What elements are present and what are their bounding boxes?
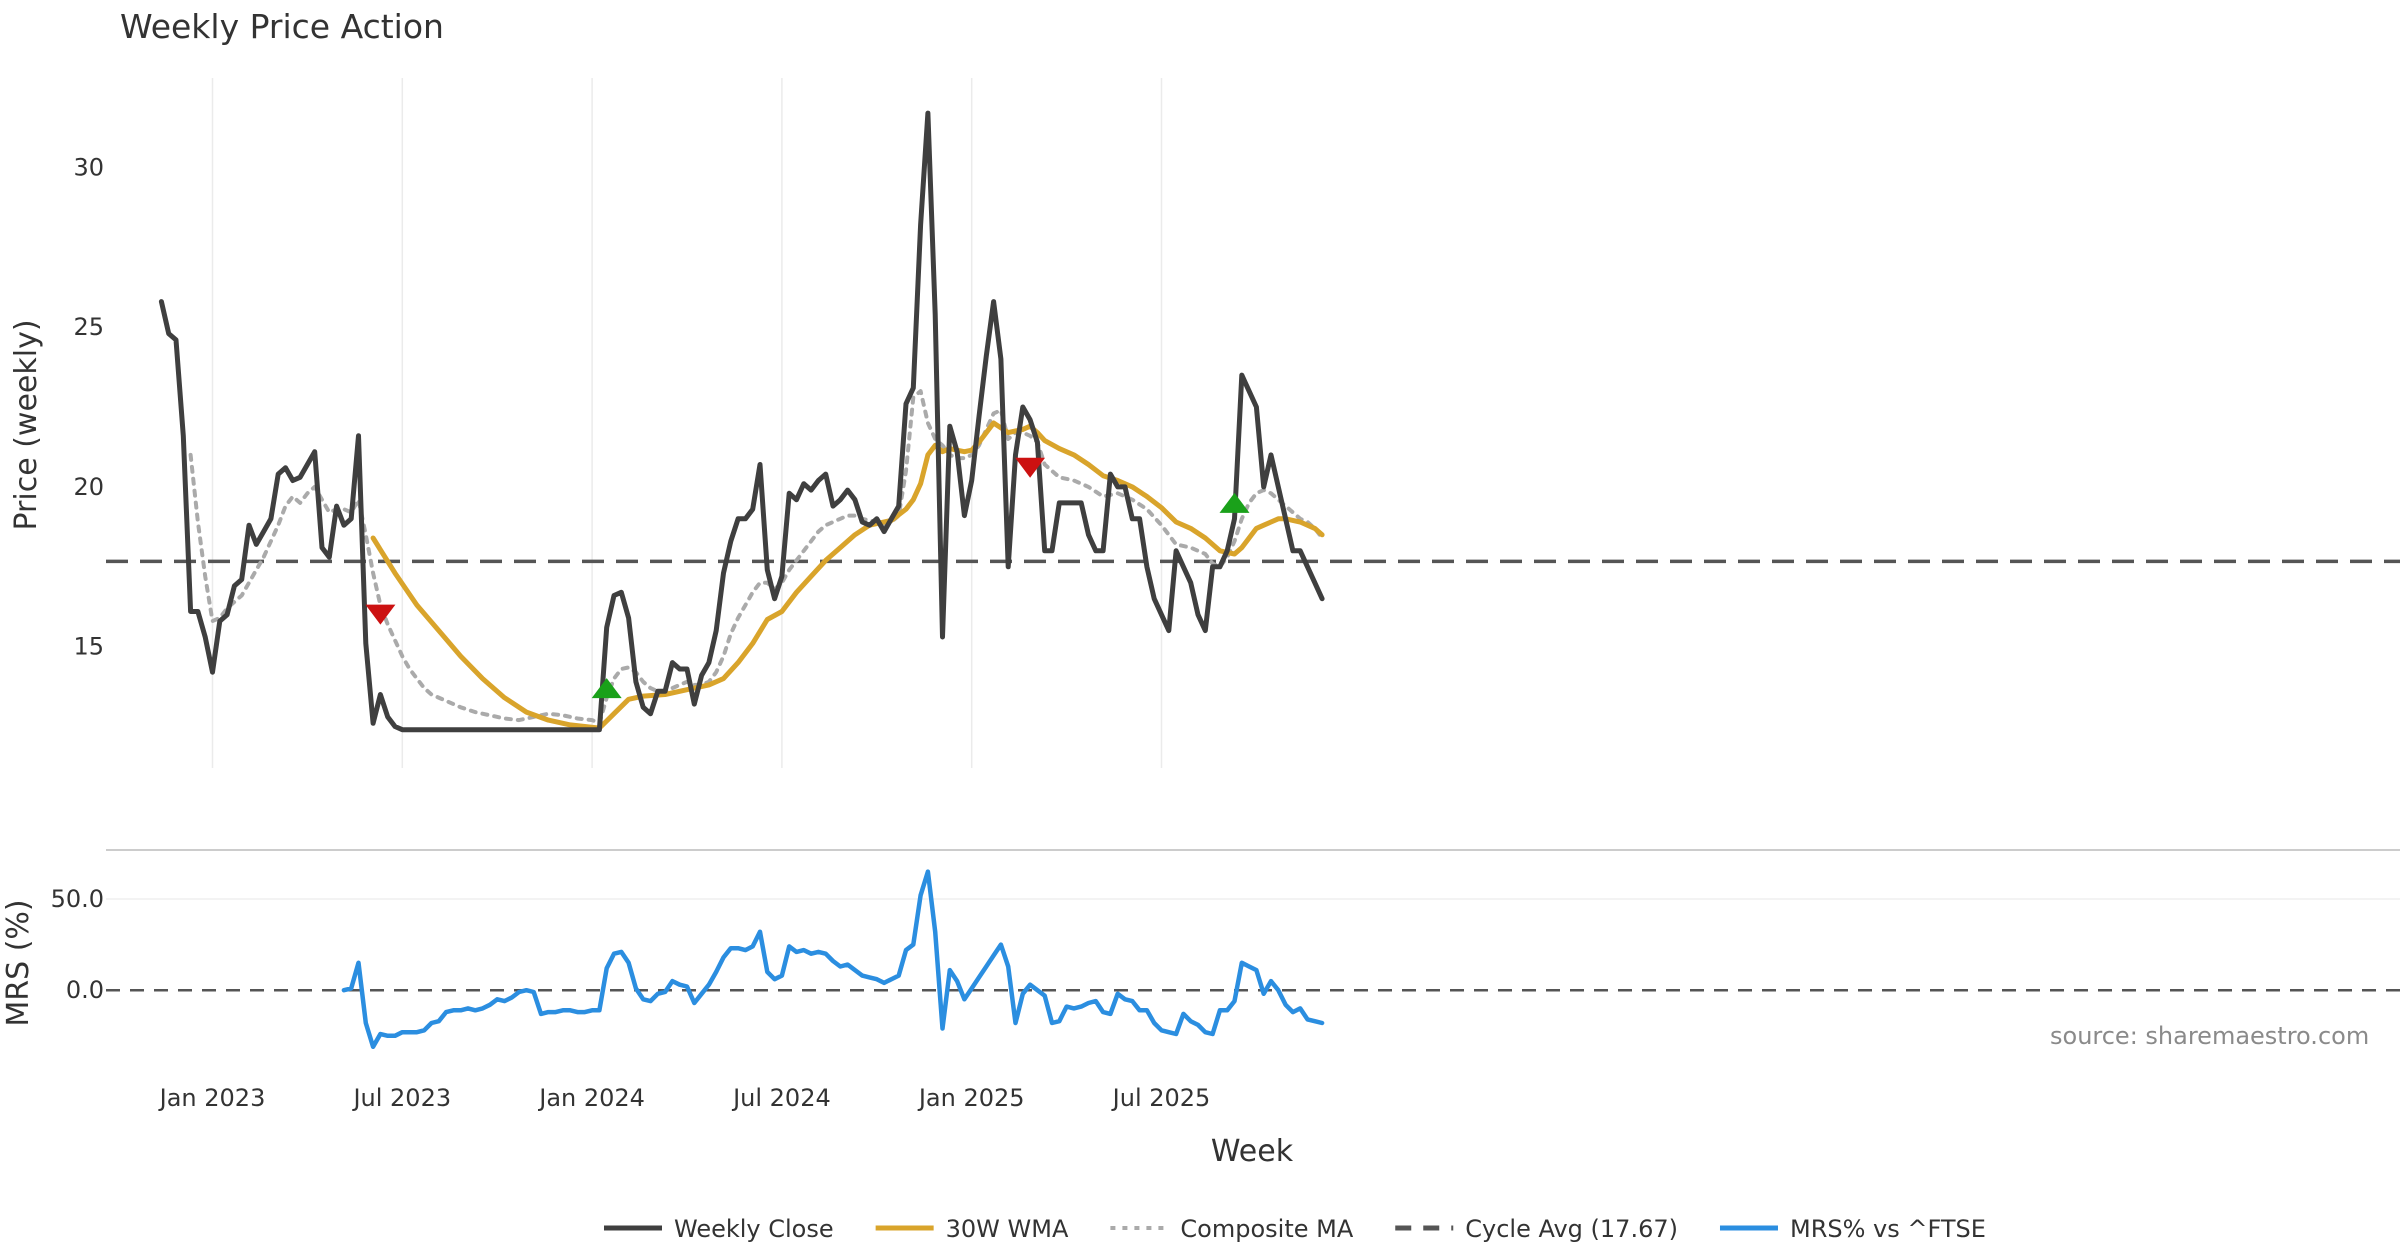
x-tick-5: Jul 2025	[1111, 1084, 1211, 1112]
sell-signal-marker-2	[1015, 457, 1046, 478]
price-y-tick-0: 15	[73, 633, 104, 661]
price-y-tick-2: 25	[73, 313, 104, 341]
legend-label-3: Cycle Avg (17.67)	[1465, 1215, 1678, 1243]
mrs-y-tick-1: 50.0	[51, 885, 104, 913]
buy-signal-marker-3	[1219, 492, 1250, 513]
x-axis-label: Week	[1211, 1134, 1294, 1169]
mrs-y-ticks: 0.0 50.0	[51, 885, 2400, 1004]
legend-label-1: 30W WMA	[946, 1215, 1069, 1243]
series-30w-wma	[370, 420, 1325, 731]
x-tick-3: Jul 2024	[731, 1084, 831, 1112]
legend: Weekly Close 30W WMA Composite MA Cycle Avg…	[604, 1215, 1986, 1243]
price-panel-grid	[211, 78, 1163, 768]
x-tick-labels: Jan 2023 Jul 2023 Jan 2024 Jul 2024 Jan 2025…	[158, 1084, 1211, 1112]
series-weekly-close	[158, 110, 1325, 733]
x-tick-4: Jan 2025	[917, 1084, 1025, 1112]
mrs-series	[341, 869, 1325, 1050]
mrs-y-axis-label: MRS (%)	[1, 899, 36, 1026]
price-series	[158, 110, 1325, 733]
mrs-y-tick-0: 0.0	[66, 976, 104, 1004]
x-tick-0: Jan 2023	[158, 1084, 266, 1112]
chart-title: Weekly Price Action	[120, 7, 444, 46]
x-tick-2: Jan 2024	[537, 1084, 645, 1112]
legend-label-0: Weekly Close	[674, 1215, 834, 1243]
sell-signal-marker-0	[365, 604, 396, 625]
source-watermark: source: sharemaestro.com	[2050, 1022, 2369, 1050]
price-y-axis-label: Price (weekly)	[9, 319, 44, 530]
series-mrs-vs-ftse	[341, 869, 1325, 1050]
price-y-ticks: 15 20 25 30	[73, 153, 104, 660]
legend-label-4: MRS% vs ^FTSE	[1790, 1215, 1986, 1243]
legend-label-2: Composite MA	[1180, 1215, 1353, 1243]
price-y-tick-3: 30	[73, 153, 104, 181]
signal-markers	[365, 457, 1250, 699]
x-tick-1: Jul 2023	[351, 1084, 451, 1112]
price-y-tick-1: 20	[73, 473, 104, 501]
buy-signal-marker-1	[591, 678, 622, 699]
